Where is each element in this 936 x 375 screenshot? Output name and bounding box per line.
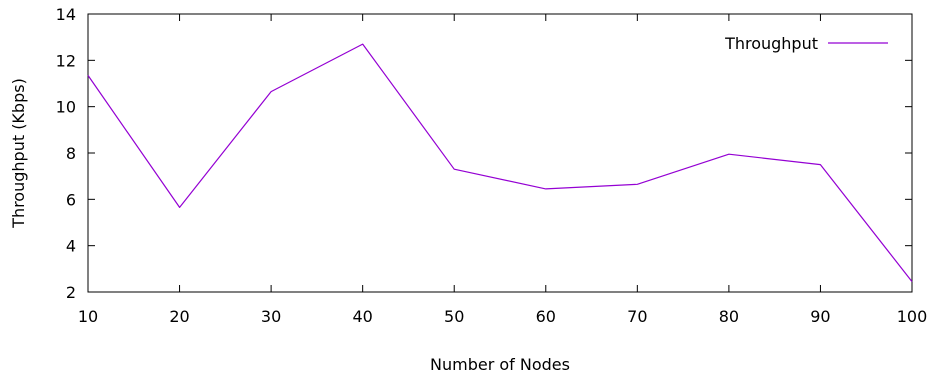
y-tick-label-10: 10 (56, 98, 76, 117)
series-layer (87, 43, 913, 282)
x-tick-label-30: 30 (261, 307, 281, 326)
y-axis-label: Throughput (Kbps) (9, 78, 28, 229)
x-tick-label-70: 70 (627, 307, 647, 326)
y-tick-label-14: 14 (56, 5, 76, 24)
y-tick-label-4: 4 (66, 237, 76, 256)
x-tick-label-10: 10 (78, 307, 98, 326)
legend-label-throughput: Throughput (724, 34, 818, 53)
plot-frame (87, 13, 913, 293)
x-axis-label: Number of Nodes (430, 355, 570, 374)
x-axis-ticks: 10 20 30 40 50 60 70 80 90 100 (78, 14, 927, 326)
y-tick-label-8: 8 (66, 144, 76, 163)
x-tick-label-100: 100 (897, 307, 928, 326)
y-axis-ticks: 2 4 6 8 10 12 14 (56, 5, 912, 302)
legend: Throughput (724, 34, 888, 53)
y-tick-label-2: 2 (66, 283, 76, 302)
x-tick-label-80: 80 (719, 307, 739, 326)
y-tick-label-6: 6 (66, 190, 76, 209)
x-tick-label-20: 20 (169, 307, 189, 326)
x-tick-label-60: 60 (536, 307, 556, 326)
y-tick-label-12: 12 (56, 51, 76, 70)
x-tick-label-50: 50 (444, 307, 464, 326)
series-line-throughput (87, 43, 913, 282)
x-tick-label-40: 40 (352, 307, 372, 326)
x-tick-label-90: 90 (810, 307, 830, 326)
